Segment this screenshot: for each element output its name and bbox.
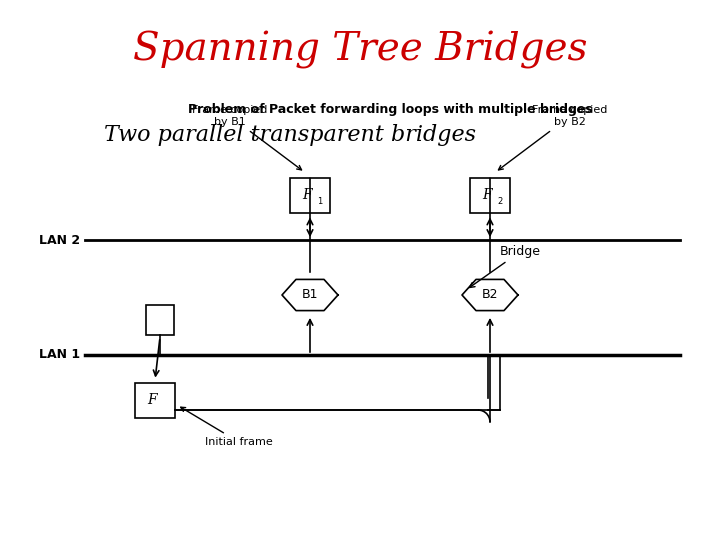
FancyBboxPatch shape: [135, 382, 175, 417]
FancyBboxPatch shape: [485, 395, 515, 425]
Text: F: F: [482, 188, 492, 202]
Text: LAN 2: LAN 2: [39, 233, 80, 246]
Text: Frame copied
by B2: Frame copied by B2: [498, 105, 608, 170]
Text: F: F: [302, 188, 312, 202]
Text: 2: 2: [498, 197, 503, 206]
Text: Bridge: Bridge: [469, 245, 541, 287]
Text: Two parallel transparent bridges: Two parallel transparent bridges: [104, 124, 476, 146]
FancyBboxPatch shape: [146, 305, 174, 335]
Text: Problem of Packet forwarding loops with multiple bridges: Problem of Packet forwarding loops with …: [188, 104, 593, 117]
FancyBboxPatch shape: [290, 178, 330, 213]
Text: Frame copied
by B1: Frame copied by B1: [192, 105, 302, 170]
Text: B1: B1: [302, 288, 318, 301]
Text: Spanning Tree Bridges: Spanning Tree Bridges: [132, 31, 588, 69]
Text: LAN 1: LAN 1: [39, 348, 80, 361]
Text: F: F: [147, 393, 157, 407]
Polygon shape: [282, 279, 338, 310]
FancyBboxPatch shape: [470, 178, 510, 213]
Text: 1: 1: [318, 197, 323, 206]
Polygon shape: [462, 279, 518, 310]
Text: Initial frame: Initial frame: [181, 407, 273, 447]
Text: B2: B2: [482, 288, 498, 301]
